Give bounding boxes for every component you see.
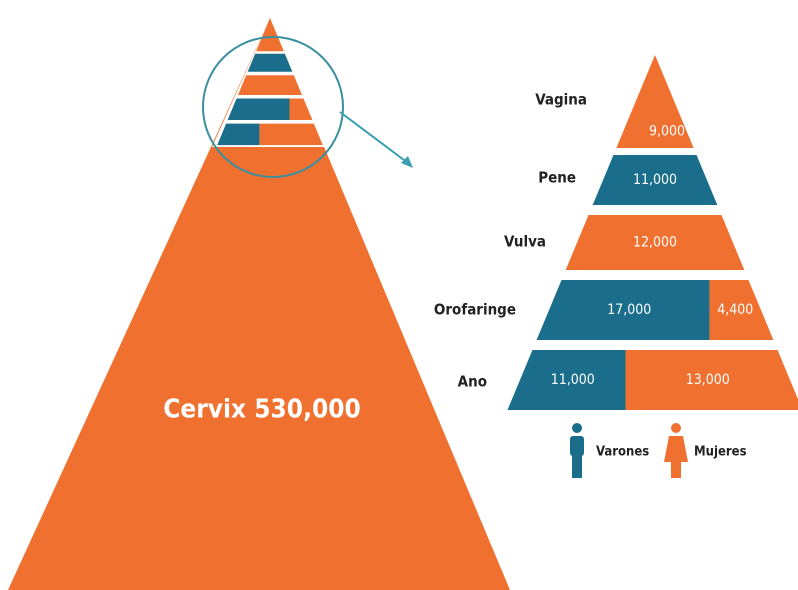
segment-value: 4,400 (717, 302, 753, 318)
zoom-circle (202, 36, 344, 178)
segment (709, 280, 774, 340)
segment (616, 55, 694, 148)
level-label: Orofaringe (434, 301, 516, 319)
main-pyramid (8, 18, 510, 590)
segment-value: 17,000 (607, 302, 651, 318)
segment (289, 98, 313, 121)
zoom-arrow (339, 111, 409, 164)
zoom-pyramid: 9,000 Vagina 11,000 Pene 12,000 Vulva 17,000 4,… (434, 55, 798, 410)
main-label: Cervix 530,000 (163, 395, 361, 425)
segment-value: 13,000 (686, 372, 730, 388)
level-label: Ano (458, 373, 487, 391)
level-label: Vulva (504, 233, 546, 251)
segment-value: 9,000 (649, 124, 685, 140)
legend-label: Varones (596, 445, 649, 460)
segment (259, 123, 323, 146)
segment-value: 11,000 (551, 372, 595, 388)
segment (238, 75, 302, 95)
segment (625, 350, 798, 410)
segment (565, 215, 745, 270)
male-icon (570, 423, 584, 478)
segment (227, 98, 290, 121)
segment (507, 350, 626, 410)
segment-value: 11,000 (633, 172, 677, 188)
segment (247, 53, 293, 72)
level-label: Pene (538, 169, 576, 187)
segment (256, 18, 284, 52)
segment (592, 155, 718, 205)
mini-pyramid (217, 18, 323, 146)
arrow-head (401, 156, 413, 168)
legend-label: Mujeres (694, 445, 747, 460)
segment (536, 280, 710, 340)
segment (217, 123, 260, 146)
legend: Varones Mujeres (570, 423, 747, 478)
segment-value: 12,000 (633, 235, 677, 251)
level-label: Vagina (535, 91, 587, 109)
female-icon (664, 423, 688, 478)
